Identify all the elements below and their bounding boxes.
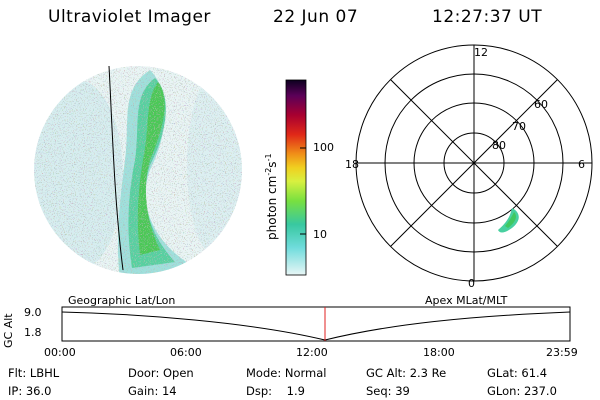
- info-glon: GLon: 237.0: [487, 384, 557, 398]
- xtick-1800: 18:00: [423, 346, 455, 359]
- lat-label-70: 70: [512, 120, 526, 133]
- terminator-line: [108, 65, 124, 271]
- date-label: 22 Jun 07: [273, 7, 359, 27]
- lat-label-80: 80: [492, 139, 506, 152]
- timeline-frame: [61, 306, 571, 342]
- info-glat: GLat: 61.4: [487, 366, 548, 380]
- mlt-label-6: 6: [578, 158, 585, 171]
- time-label: 12:27:37 UT: [432, 7, 543, 27]
- info-gc-alt: GC Alt: 2.3 Re: [366, 366, 447, 380]
- xtick-1200: 12:00: [296, 346, 328, 359]
- timeline-ytick-min: 1.8: [24, 326, 42, 339]
- info-gain: Gain: 14: [128, 384, 177, 398]
- info-door: Door: Open: [128, 366, 194, 380]
- info-dsp: Dsp: 1.9: [246, 384, 305, 398]
- info-ip: IP: 36.0: [8, 384, 52, 398]
- timeline-right-title: Apex MLat/MLT: [425, 294, 508, 307]
- info-seq: Seq: 39: [366, 384, 410, 398]
- xtick-0600: 06:00: [170, 346, 202, 359]
- instrument-title: Ultraviolet Imager: [48, 7, 211, 27]
- colorbar-tick-100: 100: [313, 141, 334, 154]
- mlt-label-12: 12: [474, 46, 488, 59]
- xtick-0000: 00:00: [44, 346, 76, 359]
- mlt-label-0: 0: [468, 277, 475, 290]
- lat-label-60: 60: [534, 98, 548, 111]
- altitude-curve[interactable]: [61, 311, 571, 341]
- timeline-ytick-max: 9.0: [24, 306, 42, 319]
- colorbar-tick-10: 10: [313, 228, 327, 241]
- timeline-left-title: Geographic Lat/Lon: [68, 294, 176, 307]
- xtick-2359: 23:59: [546, 346, 578, 359]
- info-mode: Mode: Normal: [246, 366, 327, 380]
- mlt-label-18: 18: [345, 158, 359, 171]
- info-filter: Flt: LBHL: [8, 366, 60, 380]
